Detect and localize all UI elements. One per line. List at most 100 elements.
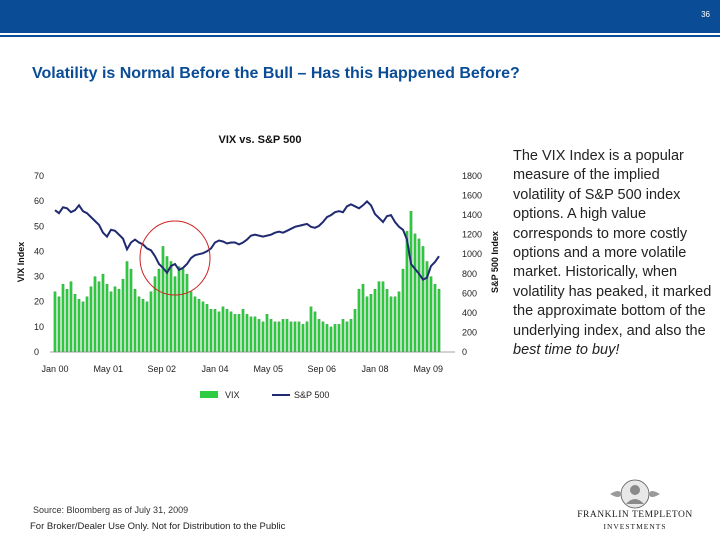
legend-sp500-label: S&P 500 <box>294 390 329 400</box>
vix-bar <box>229 311 233 353</box>
left-axis-tick-label: 30 <box>34 272 44 282</box>
left-axis-tick-label: 50 <box>34 221 44 231</box>
vix-bar <box>285 319 289 353</box>
vix-bar <box>357 288 361 353</box>
vix-bar <box>129 268 133 353</box>
vix-bar <box>321 321 325 353</box>
vix-bar <box>105 283 109 353</box>
header-rule <box>0 35 720 37</box>
vix-bar <box>381 281 385 353</box>
description-text: The VIX Index is a popular measure of th… <box>513 148 712 339</box>
right-axis-tick-label: 1800 <box>462 171 482 181</box>
vix-bar <box>205 304 209 353</box>
vix-bar <box>297 321 301 353</box>
vix-bar <box>61 283 65 353</box>
vix-bar <box>325 324 329 353</box>
vix-bar <box>117 288 121 353</box>
vix-bar <box>81 301 85 353</box>
vix-bar <box>97 281 101 353</box>
vix-bar <box>281 319 285 353</box>
vix-bar <box>273 321 277 353</box>
legend-vix-swatch <box>200 391 218 398</box>
x-axis-tick-label: Sep 02 <box>148 364 177 374</box>
x-axis-tick-label: Jan 00 <box>41 364 68 374</box>
slide-title: Volatility is Normal Before the Bull – H… <box>32 65 520 82</box>
left-axis-tick-label: 40 <box>34 246 44 256</box>
chart-description: The VIX Index is a popular measure of th… <box>513 147 713 360</box>
vix-bar <box>429 276 433 353</box>
vix-bar <box>345 321 349 353</box>
vix-bar <box>89 286 93 353</box>
vix-bar <box>181 268 185 353</box>
vix-bar <box>253 316 257 353</box>
sp500-series-line <box>54 200 440 281</box>
vix-bar <box>421 246 425 353</box>
vix-bar <box>125 261 129 353</box>
vix-bar <box>393 296 397 353</box>
vix-bar <box>233 314 237 353</box>
vix-bar <box>193 296 197 353</box>
vix-sp500-chart: VIX vs. S&P 500 0 10 20 30 40 50 60 70 0 200 400 6… <box>16 134 500 400</box>
vix-bar <box>333 324 337 353</box>
vix-bar <box>101 273 105 353</box>
vix-bar <box>277 321 281 353</box>
left-axis-label: VIX Index <box>16 242 26 283</box>
logo-brand-name: FRANKLIN TEMPLETON <box>577 510 693 520</box>
vix-bar <box>69 281 73 353</box>
vix-bar <box>161 246 165 353</box>
vix-bar <box>413 233 417 353</box>
page-number: 36 <box>701 10 710 19</box>
vix-bar <box>173 276 177 353</box>
header-bar: 36 <box>0 0 720 33</box>
vix-bar <box>417 238 421 353</box>
x-axis-tick-label: May 09 <box>413 364 443 374</box>
vix-bar <box>109 291 113 353</box>
vix-bar <box>265 314 269 353</box>
left-axis-tick-label: 70 <box>34 171 44 181</box>
x-axis-tick-label: May 01 <box>93 364 123 374</box>
vix-bar <box>73 294 77 353</box>
x-axis-tick-label: Jan 08 <box>361 364 388 374</box>
vix-bar <box>369 294 373 353</box>
vix-bar <box>433 283 437 353</box>
vix-bar <box>141 299 145 353</box>
vix-bar <box>389 296 393 353</box>
vix-bar <box>217 311 221 353</box>
right-axis-tick-label: 400 <box>462 308 477 318</box>
vix-bar <box>401 268 405 353</box>
vix-bar <box>437 288 441 353</box>
vix-bar <box>133 288 137 353</box>
vix-bar <box>197 299 201 353</box>
chart-title: VIX vs. S&P 500 <box>219 134 302 146</box>
vix-bar <box>313 311 317 353</box>
right-axis-tick-label: 1000 <box>462 249 482 259</box>
vix-bar <box>377 281 381 353</box>
vix-bar <box>361 283 365 353</box>
vix-bar <box>213 309 217 353</box>
vix-bar <box>185 273 189 353</box>
vix-bar <box>93 276 97 353</box>
vix-bar <box>385 288 389 353</box>
vix-bar <box>201 301 205 353</box>
vix-bar <box>225 309 229 353</box>
vix-bar <box>309 306 313 353</box>
vix-bar <box>341 319 345 353</box>
vix-bar <box>261 321 265 353</box>
franklin-templeton-logo: FRANKLIN TEMPLETON INVESTMENTS <box>570 478 700 536</box>
left-axis-tick-label: 20 <box>34 297 44 307</box>
vix-peak-highlight-circle <box>139 220 211 296</box>
vix-bar <box>409 211 413 353</box>
right-axis-tick-label: 0 <box>462 347 467 357</box>
portrait-medallion-icon <box>610 479 660 509</box>
vix-bar <box>397 291 401 353</box>
vix-bar <box>337 324 341 353</box>
vix-bar <box>305 321 309 353</box>
right-axis-tick-label: 200 <box>462 327 477 337</box>
vix-bar <box>189 291 193 353</box>
right-axis-tick-label: 1200 <box>462 230 482 240</box>
vix-bar <box>237 314 241 353</box>
vix-bar <box>121 278 125 353</box>
vix-bar <box>241 309 245 353</box>
vix-bar <box>177 266 181 353</box>
legend-vix-label: VIX <box>225 390 240 400</box>
